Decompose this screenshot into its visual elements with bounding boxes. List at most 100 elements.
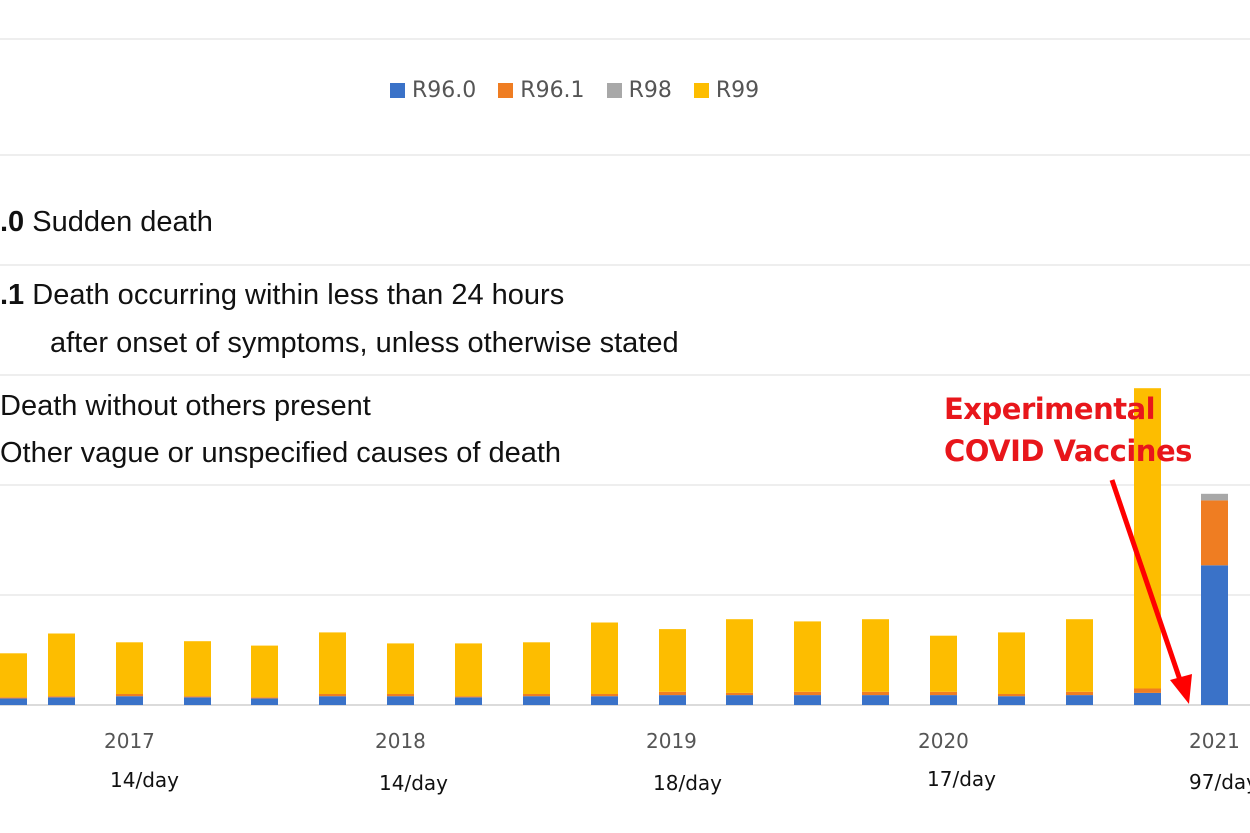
bar-r96-1-10: [659, 691, 686, 696]
code-description-r96-1: .1 Death occurring within less than 24 h…: [0, 279, 564, 312]
bar-r99-5: [319, 632, 346, 694]
bar-r96-0-5: [319, 696, 346, 705]
bar-r96-1-17: [1134, 688, 1161, 693]
bar-r96-0-18: [1201, 565, 1228, 705]
bar-r96-1-3: [184, 696, 211, 698]
bar-r96-0-11: [726, 695, 753, 705]
bar-r99-4: [251, 645, 278, 698]
bar-r99-8: [523, 642, 550, 694]
bar-r99-15: [998, 632, 1025, 694]
bar-r99-17: [1134, 388, 1161, 689]
bar-r96-1-15: [998, 694, 1025, 697]
rate-label-2017: 14/day: [110, 768, 179, 792]
legend-item-r96-1: R96.1: [498, 78, 585, 103]
bar-r96-0-1: [48, 697, 75, 705]
year-label-2021: 2021: [1189, 729, 1240, 753]
bar-r96-1-6: [387, 694, 414, 697]
year-label-2018: 2018: [375, 729, 426, 753]
year-label-2019: 2019: [646, 729, 697, 753]
bar-r96-1-0: [0, 697, 27, 699]
legend-item-r98: R98: [606, 78, 672, 103]
bar-r99-7: [455, 643, 482, 697]
bar-r96-0-7: [455, 697, 482, 705]
bar-r99-12: [794, 621, 821, 692]
annotation-line-1: Experimental: [944, 392, 1156, 426]
bar-r96-0-0: [0, 698, 27, 705]
bar-r99-0: [0, 653, 27, 698]
bar-r96-1-13: [862, 691, 889, 696]
legend-label: R96.1: [520, 78, 585, 103]
bar-r96-1-5: [319, 694, 346, 697]
bar-r96-1-4: [251, 697, 278, 699]
bar-r96-1-16: [1066, 691, 1093, 696]
bars: [0, 388, 1228, 705]
bar-r96-0-10: [659, 695, 686, 705]
legend-swatch: [606, 83, 622, 98]
code-text: Death without others present: [0, 390, 371, 422]
bar-r99-14: [930, 635, 957, 692]
code-description-r96-1-continued: after onset of symptoms, unless otherwis…: [50, 327, 679, 360]
bar-r96-1-14: [930, 691, 957, 696]
legend-item-r96-0: R96.0: [390, 78, 476, 103]
year-label-2017: 2017: [104, 729, 155, 753]
bar-r96-0-4: [251, 698, 278, 705]
bar-r99-3: [184, 641, 211, 697]
bar-r99-10: [659, 629, 686, 692]
code-description-r96-0: .0 Sudden death: [0, 206, 213, 239]
bar-r96-0-2: [116, 696, 143, 705]
rate-label-2020: 17/day: [927, 767, 996, 791]
code-text: Sudden death: [24, 206, 213, 238]
bar-r96-1-12: [794, 691, 821, 696]
bar-r96-1-8: [523, 694, 550, 697]
legend-label: R96.0: [412, 78, 477, 103]
arrow-shaft: [1109, 479, 1183, 681]
bar-r96-0-8: [523, 696, 550, 705]
rate-label-2019: 18/day: [653, 771, 722, 795]
code-text: Other vague or unspecified causes of dea…: [0, 437, 562, 469]
bar-r98-18: [1201, 493, 1228, 501]
bar-r96-0-14: [930, 695, 957, 705]
legend-item-r99: R99: [693, 78, 760, 103]
bar-r96-1-18: [1201, 500, 1228, 566]
legend-label: R98: [628, 78, 672, 103]
bar-r99-11: [726, 619, 753, 693]
code-text: after onset of symptoms, unless otherwis…: [50, 327, 679, 359]
gridlines: [0, 38, 1250, 706]
bar-r96-1-9: [591, 694, 618, 697]
bar-r96-1-1: [48, 696, 75, 698]
legend-label: R99: [715, 78, 760, 103]
rate-label-2018: 14/day: [379, 771, 448, 795]
code-description-r98: Death without others present: [0, 390, 371, 423]
rate-label-2021: 97/day: [1189, 770, 1250, 794]
bar-r96-1-2: [116, 694, 143, 697]
bar-r99-6: [387, 643, 414, 694]
bar-r96-0-15: [998, 696, 1025, 705]
year-label-2020: 2020: [918, 729, 969, 753]
bar-r96-0-17: [1134, 692, 1161, 705]
bar-r96-0-13: [862, 695, 889, 705]
bar-r96-0-9: [591, 696, 618, 705]
code-description-r99: Other vague or unspecified causes of dea…: [0, 437, 561, 470]
bar-r96-1-11: [726, 692, 753, 696]
bar-r96-0-12: [794, 695, 821, 705]
bar-r99-9: [591, 622, 618, 694]
bar-r96-0-3: [184, 697, 211, 705]
code-text: Death occurring within less than 24 hour…: [24, 279, 565, 311]
annotation-arrow: [1109, 479, 1192, 704]
bar-r96-1-7: [455, 696, 482, 698]
annotation-line-2: COVID Vaccines: [944, 434, 1192, 468]
bar-r99-1: [48, 633, 75, 697]
bar-r96-0-6: [387, 696, 414, 705]
bar-r99-13: [862, 619, 889, 692]
arrow-head: [1170, 674, 1192, 704]
code-label: .0: [0, 206, 25, 238]
legend-swatch: [498, 83, 514, 98]
legend-swatch: [390, 83, 405, 98]
bar-r99-16: [1066, 619, 1093, 692]
legend: R96.0 R96.1 R98 R99: [390, 78, 759, 103]
code-label: .1: [0, 279, 25, 311]
bar-r96-0-16: [1066, 695, 1093, 705]
legend-swatch: [693, 83, 709, 98]
bar-r99-2: [116, 642, 143, 694]
